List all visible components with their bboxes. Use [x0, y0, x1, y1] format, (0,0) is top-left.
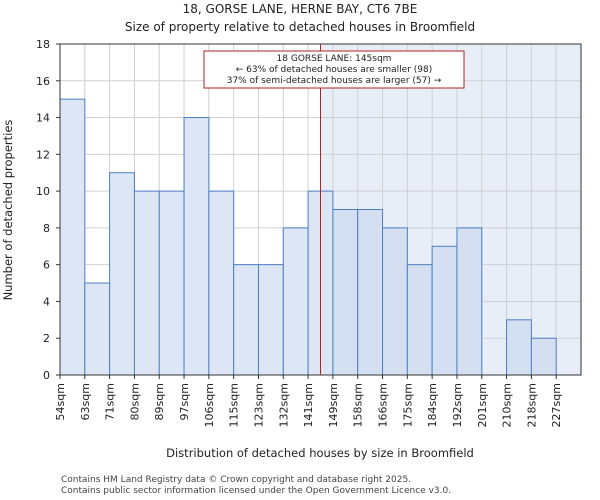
x-tick-label: 141sqm [302, 383, 315, 427]
bar [530, 337, 557, 376]
bar [382, 227, 408, 376]
bar [357, 209, 384, 376]
x-tick-label: 184sqm [426, 383, 439, 427]
y-axis-ticks: 0 2 4 6 8 10 12 14 16 18 [36, 38, 60, 382]
annotation-line1: 18 GORSE LANE: 145sqm [277, 54, 392, 64]
x-tick-label: 166sqm [377, 383, 390, 427]
annotation-line3: 37% of semi-detached houses are larger (… [227, 76, 442, 86]
x-tick-label: 54sqm [54, 383, 67, 420]
bar [183, 117, 210, 376]
y-tick-label: 18 [36, 38, 50, 51]
x-tick-label: 201sqm [476, 383, 489, 427]
bar [84, 282, 111, 376]
x-tick-label: 123sqm [252, 383, 265, 427]
bar [406, 264, 433, 376]
bar [233, 264, 259, 376]
bar [133, 190, 160, 376]
y-tick-label: 8 [43, 222, 50, 235]
x-tick-label: 106sqm [203, 383, 216, 427]
chart-title-line2: Size of property relative to detached ho… [125, 20, 475, 34]
bar [109, 172, 135, 376]
bar [208, 190, 235, 376]
x-tick-label: 80sqm [128, 383, 141, 420]
x-tick-label: 97sqm [178, 383, 191, 420]
footer-credit-line1: Contains HM Land Registry data © Crown c… [61, 475, 411, 485]
bar [332, 209, 359, 376]
y-tick-label: 2 [43, 332, 50, 345]
property-annotation: 18 GORSE LANE: 145sqm ← 63% of detached … [203, 50, 465, 89]
bar [59, 98, 86, 376]
bar [506, 319, 532, 376]
bar [282, 227, 309, 376]
x-tick-label: 158sqm [352, 383, 365, 427]
y-tick-label: 14 [36, 112, 50, 125]
footer-credit-line2: Contains public sector information licen… [61, 486, 451, 496]
x-tick-label: 227sqm [550, 383, 563, 427]
chart-title-line1: 18, GORSE LANE, HERNE BAY, CT6 7BE [183, 2, 418, 16]
x-axis-ticks: 54sqm 63sqm 71sqm 80sqm 89sqm 97sqm 106sqm 115s… [54, 375, 563, 427]
annotation-box [203, 50, 465, 89]
x-tick-label: 149sqm [327, 383, 340, 427]
x-tick-label: 210sqm [501, 383, 514, 427]
x-axis-label: Distribution of detached houses by size … [166, 446, 474, 460]
x-tick-label: 132sqm [277, 383, 290, 427]
bar [257, 264, 284, 376]
bars [59, 98, 557, 376]
y-tick-label: 0 [43, 369, 50, 382]
bar [431, 245, 458, 376]
y-axis-label: Number of detached properties [1, 120, 15, 301]
y-tick-label: 6 [43, 259, 50, 272]
x-tick-label: 71sqm [104, 383, 117, 420]
bar [456, 227, 483, 376]
y-tick-label: 10 [36, 185, 50, 198]
y-tick-label: 16 [36, 75, 50, 88]
x-tick-label: 63sqm [79, 383, 92, 420]
y-tick-label: 12 [36, 148, 50, 161]
x-tick-label: 89sqm [153, 383, 166, 420]
x-tick-label: 192sqm [451, 383, 464, 427]
y-tick-label: 4 [43, 295, 50, 308]
bar [158, 190, 185, 376]
x-tick-label: 175sqm [401, 383, 414, 427]
x-tick-label: 218sqm [525, 383, 538, 427]
annotation-line2: ← 63% of detached houses are smaller (98… [236, 65, 433, 75]
x-tick-label: 115sqm [228, 383, 241, 427]
